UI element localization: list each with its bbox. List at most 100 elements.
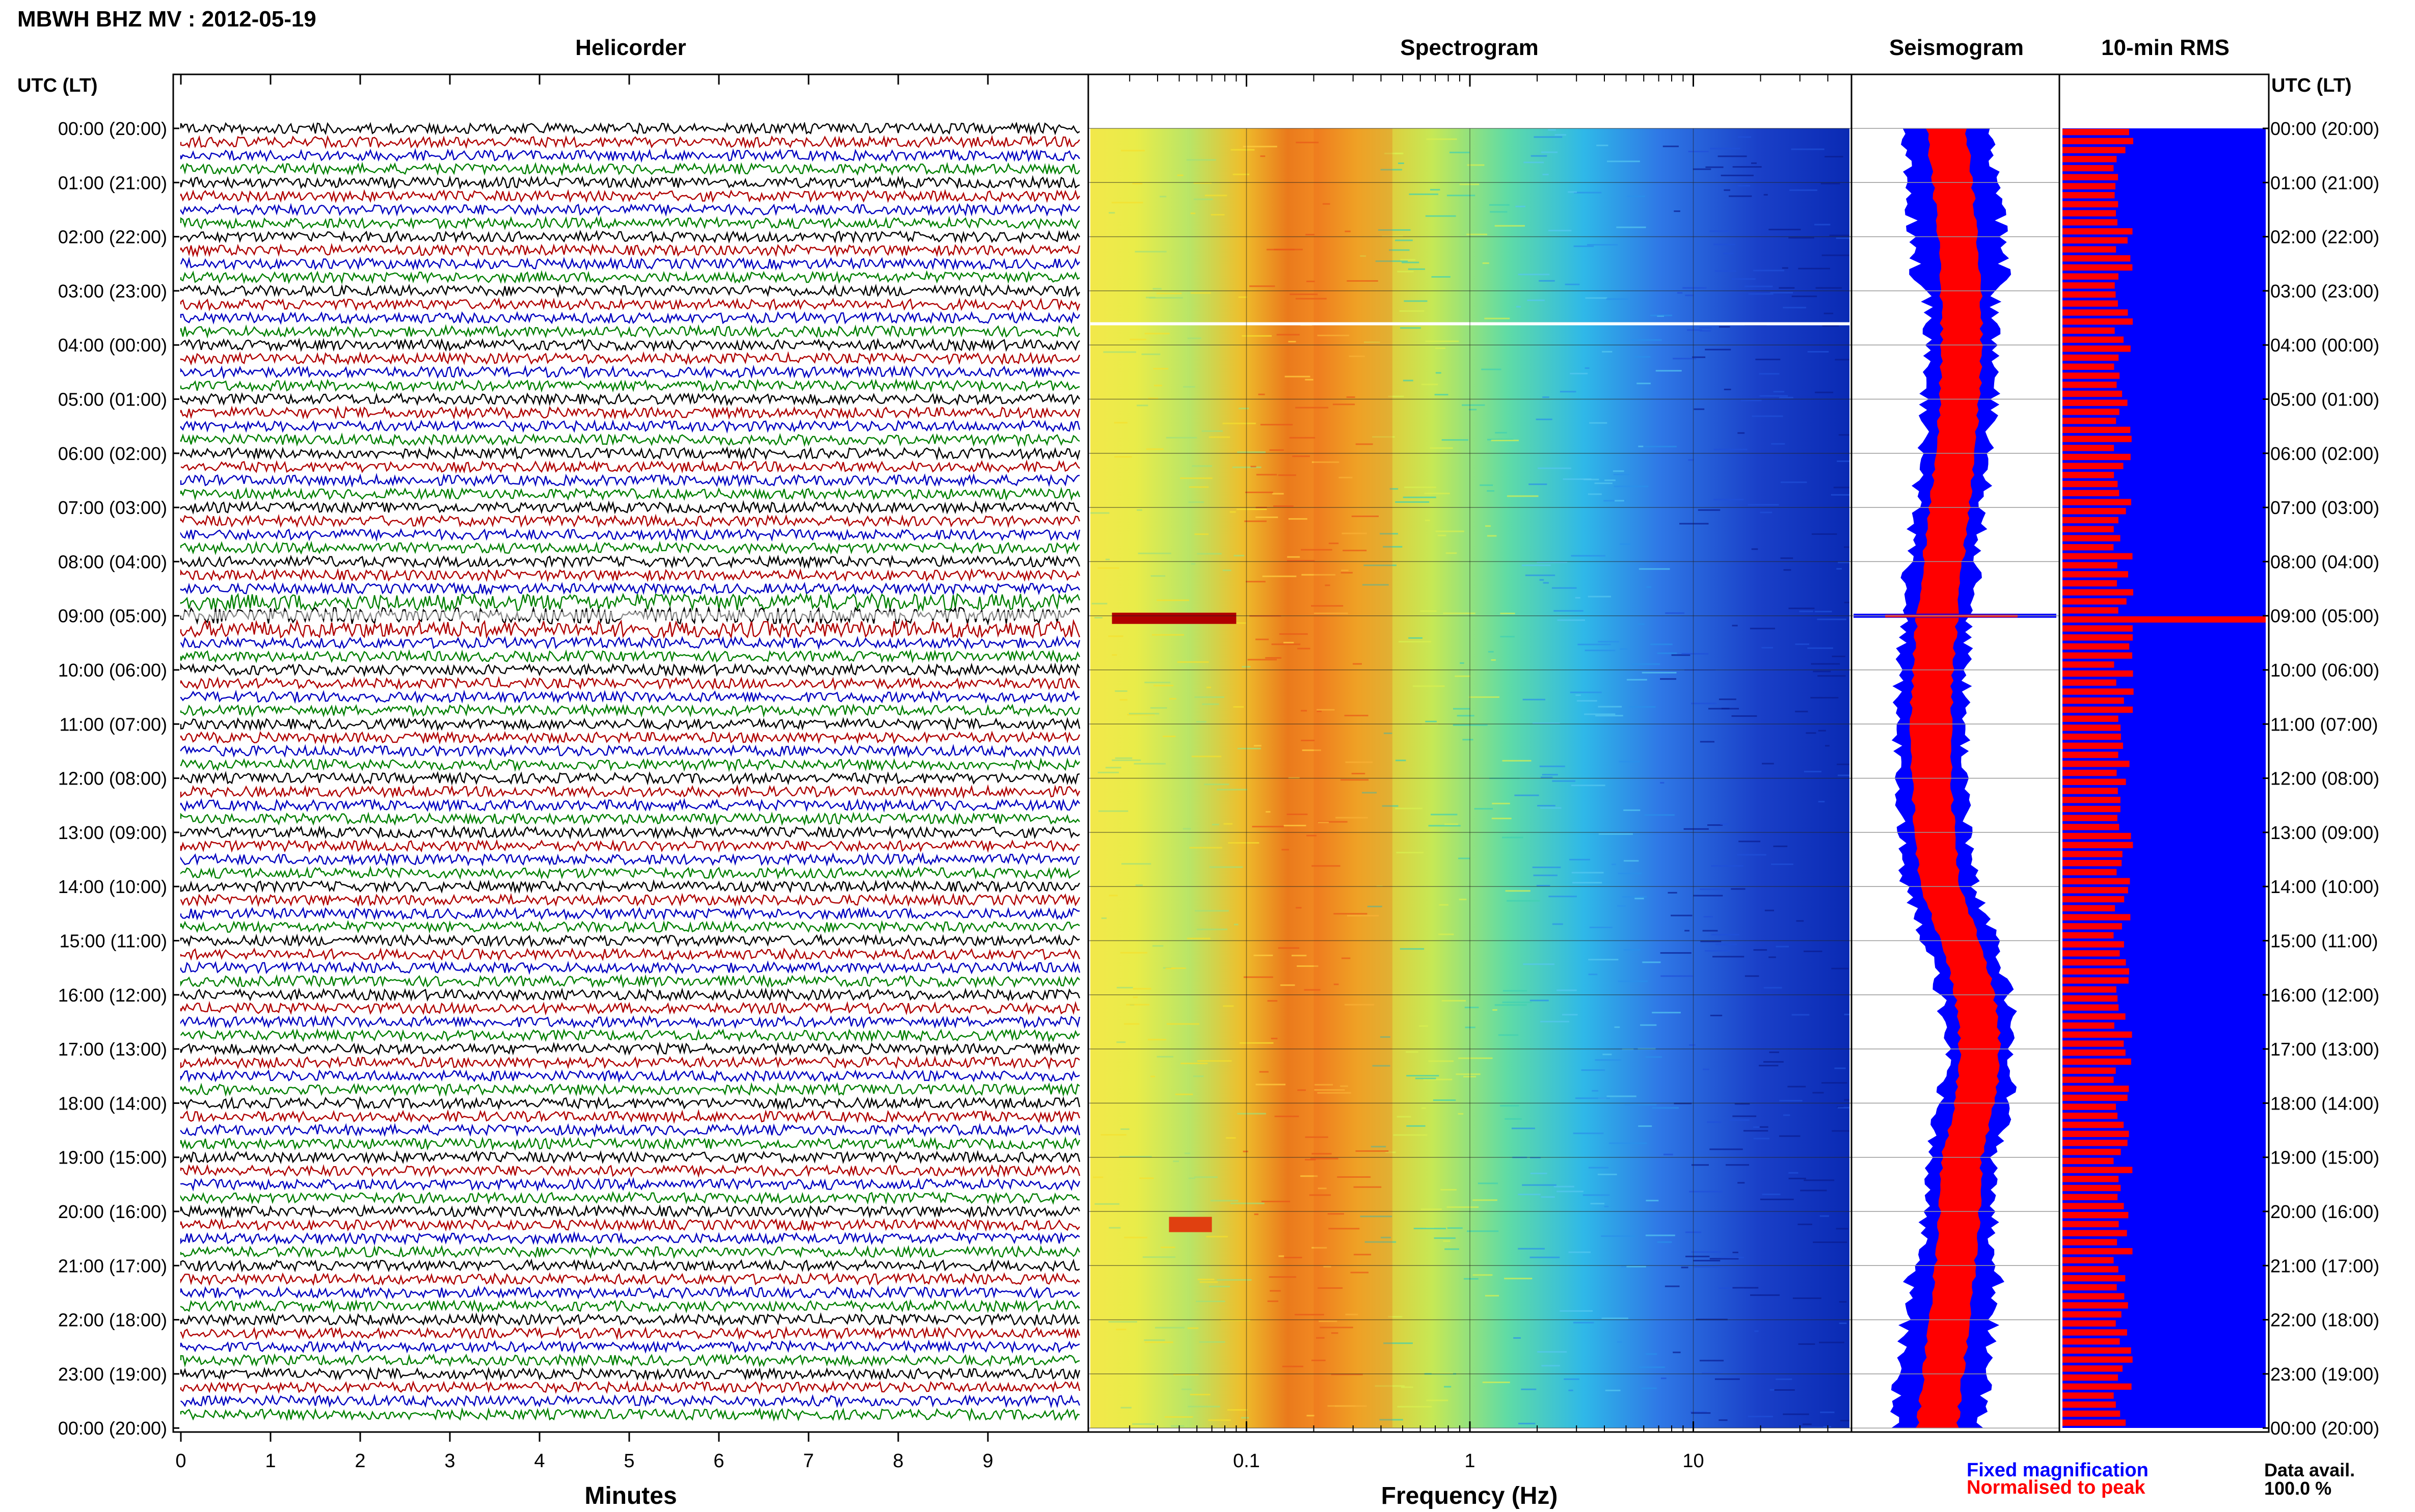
spectrogram-streak xyxy=(1243,146,1277,148)
spectrogram-streak xyxy=(1482,1382,1510,1383)
spectrogram-streak xyxy=(1811,663,1840,665)
spectrogram-streak xyxy=(1124,1236,1147,1238)
time-label-right: 12:00 (08:00) xyxy=(2270,768,2379,789)
spectrogram-streak xyxy=(1674,210,1680,212)
rms-bar xyxy=(2062,1004,2119,1011)
spectrogram-streak xyxy=(1688,459,1694,461)
spectrogram-streak xyxy=(1815,391,1834,393)
spectrogram-streak xyxy=(1662,145,1679,147)
spectrogram-streak xyxy=(1712,956,1745,958)
spectrogram-streak xyxy=(1780,481,1807,483)
spectrogram-streak xyxy=(1814,224,1831,226)
rms-bar xyxy=(2062,580,2117,587)
spectrogram-streak xyxy=(1317,1092,1351,1094)
spectrogram-streak xyxy=(1731,888,1746,890)
spectrogram-streak xyxy=(1707,1121,1722,1123)
rms-bar xyxy=(2062,1275,2126,1282)
spectrogram-streak xyxy=(1305,1158,1316,1160)
helicorder-trace-line xyxy=(180,1339,1080,1354)
spectrogram-streak xyxy=(1232,173,1250,175)
helicorder-trace-line xyxy=(180,812,1080,826)
data-availability-label: Data avail. xyxy=(2264,1460,2355,1480)
spectrogram-streak xyxy=(1401,1386,1413,1388)
rms-bar xyxy=(2062,1094,2128,1101)
spectrogram-streak xyxy=(1844,546,1849,548)
spectrogram-streak xyxy=(1419,1025,1428,1027)
helicorder-trace-line xyxy=(180,1123,1081,1138)
spectrogram-streak xyxy=(1573,1321,1594,1324)
spectrogram-streak xyxy=(1598,641,1620,643)
spectrogram-event-0900 xyxy=(1112,612,1237,624)
spectrogram-streak xyxy=(1274,1115,1299,1117)
spectrogram-streak xyxy=(1724,389,1731,390)
rms-bar xyxy=(2062,499,2131,505)
spectrogram-streak xyxy=(1187,1327,1199,1329)
spectrogram-streak xyxy=(1426,138,1457,140)
spectrogram-streak xyxy=(1685,1255,1710,1257)
spectrogram-streak xyxy=(1250,466,1256,468)
spectrogram-streak xyxy=(1713,448,1748,450)
spectrogram-streak xyxy=(1540,1020,1570,1022)
rms-bar xyxy=(2062,1058,2131,1065)
minute-tick-label: 4 xyxy=(534,1450,545,1472)
spectrogram-streak xyxy=(1340,1085,1348,1087)
spectrogram-streak xyxy=(1400,259,1415,261)
spectrogram-streak xyxy=(1817,675,1846,677)
spectrogram-streak xyxy=(1266,249,1295,251)
spectrogram-streak xyxy=(1292,455,1310,457)
spectrogram-streak xyxy=(1596,144,1608,146)
rms-bar xyxy=(2062,1113,2117,1119)
spectrogram-streak xyxy=(1768,956,1776,958)
spectrogram-streak xyxy=(1408,268,1425,270)
time-label-left: 20:00 (16:00) xyxy=(58,1201,167,1222)
spectrogram-streak xyxy=(1239,1042,1274,1044)
spectrogram-streak xyxy=(1729,195,1752,197)
spectrogram-streak xyxy=(1613,474,1629,475)
spectrogram-streak xyxy=(1258,393,1265,395)
spectrogram-streak xyxy=(1502,990,1527,992)
rms-bar xyxy=(2062,1410,2121,1417)
spectrogram-streak xyxy=(1700,330,1711,332)
spectrogram-streak xyxy=(1162,736,1176,737)
spectrogram-streak xyxy=(1825,745,1830,747)
spectrogram-streak xyxy=(1239,408,1249,410)
spectrogram-streak xyxy=(1631,663,1660,665)
rms-bar xyxy=(2062,129,2129,136)
rms-bar xyxy=(2062,914,2131,921)
spectrogram-streak xyxy=(1541,1196,1555,1198)
spectrogram-streak xyxy=(1615,500,1624,502)
time-label-right: 03:00 (23:00) xyxy=(2270,281,2379,302)
helicorder-trace-line xyxy=(180,297,1081,312)
utc-lt-right-label: UTC (LT) xyxy=(2271,75,2352,96)
spectrogram-streak xyxy=(1183,386,1195,388)
spectrogram-streak xyxy=(1380,533,1398,535)
spectrogram-streak xyxy=(1639,1366,1665,1368)
spectrogram-streak xyxy=(1569,858,1591,860)
spectrogram-streak xyxy=(1425,520,1430,521)
spectrogram-streak xyxy=(1126,1004,1149,1006)
helicorder-trace-line xyxy=(180,378,1080,393)
spectrogram-streak xyxy=(1832,656,1845,657)
spectrogram-streak xyxy=(1246,581,1266,583)
spectrogram-streak xyxy=(1362,792,1377,794)
spectrogram-streak xyxy=(1491,659,1496,661)
helicorder-trace-line xyxy=(180,635,1081,650)
rms-bar xyxy=(2062,589,2133,596)
rms-bar xyxy=(2062,625,2133,632)
spectrogram-streak xyxy=(1806,732,1816,734)
spectrogram-streak xyxy=(1538,467,1571,469)
spectrogram-streak xyxy=(1462,404,1485,406)
spectrogram-streak xyxy=(1121,863,1151,865)
spectrogram-streak xyxy=(1771,443,1785,445)
spectrogram-streak xyxy=(1133,996,1138,998)
spectrogram-streak xyxy=(1097,567,1119,569)
spectrogram-streak xyxy=(1426,1399,1448,1401)
spectrogram-streak xyxy=(1487,439,1514,441)
time-label-left: 01:00 (21:00) xyxy=(58,172,167,193)
spectrogram-streak xyxy=(1333,983,1339,985)
spectrogram-streak xyxy=(1259,1071,1269,1073)
helicorder-title: Helicorder xyxy=(575,35,686,60)
spectrogram-streak xyxy=(1399,641,1432,643)
spectrogram-streak xyxy=(1226,1137,1236,1139)
spectrogram-streak xyxy=(1585,297,1607,299)
